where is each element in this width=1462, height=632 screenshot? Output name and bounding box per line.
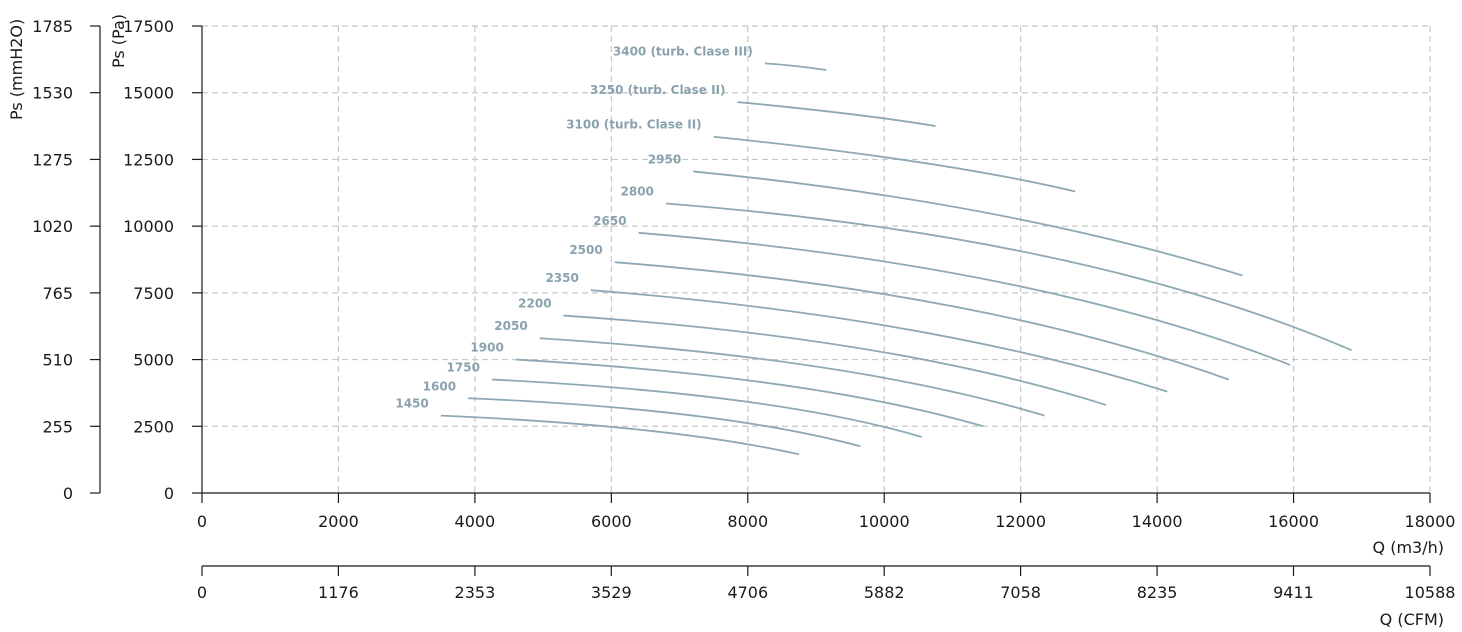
fan-curve-line — [563, 314, 1107, 406]
y-axis-pa-tick-label: 12500 — [123, 150, 174, 169]
curve-labels: 1450 1600 1750 1900 2050 2200 2350 2500 2650 2800… — [395, 44, 752, 410]
y-axis-mmh2o-tick-label: 1530 — [32, 84, 73, 103]
fan-curve-label: 2200 — [518, 297, 551, 311]
fan-curve-label: 2500 — [569, 243, 602, 257]
fan-curve-label: 3400 (turb. Clase III) — [613, 44, 753, 58]
fan-curve-line — [665, 202, 1352, 352]
y-axis-pa-tick-label: 2500 — [133, 417, 174, 436]
x-axis-cfm-tick-label: 7058 — [1000, 583, 1041, 602]
fan-curve-line — [638, 231, 1291, 366]
fan-curve-line — [737, 101, 936, 127]
fan-curve-line — [539, 337, 1045, 417]
x-axis-title-m3h: Q (m3/h) — [1373, 538, 1444, 557]
y-axis-pa-tick-label: 15000 — [123, 84, 174, 103]
fan-curve-line — [590, 289, 1168, 393]
x-axis-m3h-tick-label: 0 — [197, 512, 207, 531]
x-axis-cfm-tick-label: 5882 — [864, 583, 905, 602]
fan-curve-label: 1750 — [447, 361, 480, 375]
x-axis-m3h-tick-label: 18000 — [1405, 512, 1456, 531]
axes: 0250050007500100001250015000175000255510… — [32, 17, 1455, 602]
y-axis-mmh2o-tick-label: 1275 — [32, 150, 73, 169]
fan-curve-line — [468, 397, 861, 448]
y-axis-mmh2o-tick-label: 1785 — [32, 17, 73, 36]
x-axis-cfm-tick-label: 4706 — [727, 583, 768, 602]
fan-curve-label: 2950 — [648, 152, 681, 166]
x-axis-m3h-tick-label: 16000 — [1268, 512, 1319, 531]
fan-curve-label: 1450 — [395, 397, 428, 411]
x-axis-m3h-tick-label: 2000 — [318, 512, 359, 531]
y-axis-pa-tick-label: 10000 — [123, 217, 174, 236]
y-axis-title-mmh2o: Ps (mmH2O) — [7, 19, 26, 120]
fan-curve-label: 3100 (turb. Clase II) — [566, 118, 701, 132]
x-axis-m3h-tick-label: 10000 — [859, 512, 910, 531]
x-axis-cfm-tick-label: 0 — [197, 583, 207, 602]
fan-curve-label: 2350 — [545, 271, 578, 285]
x-axis-m3h-tick-label: 8000 — [727, 512, 768, 531]
x-axis-cfm-tick-label: 10588 — [1405, 583, 1456, 602]
y-axis-pa-tick-label: 17500 — [123, 17, 174, 36]
fan-curve-label: 2800 — [621, 184, 654, 198]
x-axis-cfm-tick-label: 2353 — [455, 583, 496, 602]
fan-curve-line — [713, 135, 1076, 193]
x-axis-cfm-tick-label: 8235 — [1137, 583, 1178, 602]
fan-curve-label: 3250 (turb. Clase II) — [590, 83, 725, 97]
y-axis-pa-tick-label: 0 — [164, 484, 174, 503]
x-axis-m3h-tick-label: 12000 — [995, 512, 1046, 531]
y-axis-title-pa: Ps (Pa) — [109, 14, 128, 68]
fan-curve-line — [764, 62, 827, 71]
fan-curve-line — [614, 261, 1230, 381]
x-axis-cfm-tick-label: 1176 — [318, 583, 359, 602]
x-axis-m3h-tick-label: 14000 — [1132, 512, 1183, 531]
fan-curve-line — [515, 358, 984, 428]
fan-curve-line — [440, 414, 800, 456]
y-axis-pa-tick-label: 5000 — [133, 351, 174, 370]
y-axis-pa-tick-label: 7500 — [133, 284, 174, 303]
y-axis-mmh2o-tick-label: 255 — [42, 417, 73, 436]
fan-curve-label: 2050 — [494, 319, 527, 333]
fan-curve-label: 2650 — [593, 214, 626, 228]
y-axis-mmh2o-tick-label: 510 — [42, 351, 73, 370]
x-axis-title-cfm: Q (CFM) — [1380, 610, 1444, 629]
y-axis-mmh2o-tick-label: 1020 — [32, 217, 73, 236]
fan-curve-line — [491, 378, 922, 438]
y-axis-mmh2o-tick-label: 0 — [63, 484, 73, 503]
fan-curve-label: 1600 — [423, 379, 456, 393]
x-axis-cfm-tick-label: 3529 — [591, 583, 632, 602]
x-axis-m3h-tick-label: 6000 — [591, 512, 632, 531]
x-axis-cfm-tick-label: 9411 — [1273, 583, 1314, 602]
y-axis-mmh2o-tick-label: 765 — [42, 284, 73, 303]
fan-curve-label: 1900 — [470, 341, 503, 355]
fan-curves — [440, 62, 1352, 456]
fan-curve-line — [693, 170, 1243, 277]
grid — [202, 25, 1431, 493]
x-axis-m3h-tick-label: 4000 — [455, 512, 496, 531]
